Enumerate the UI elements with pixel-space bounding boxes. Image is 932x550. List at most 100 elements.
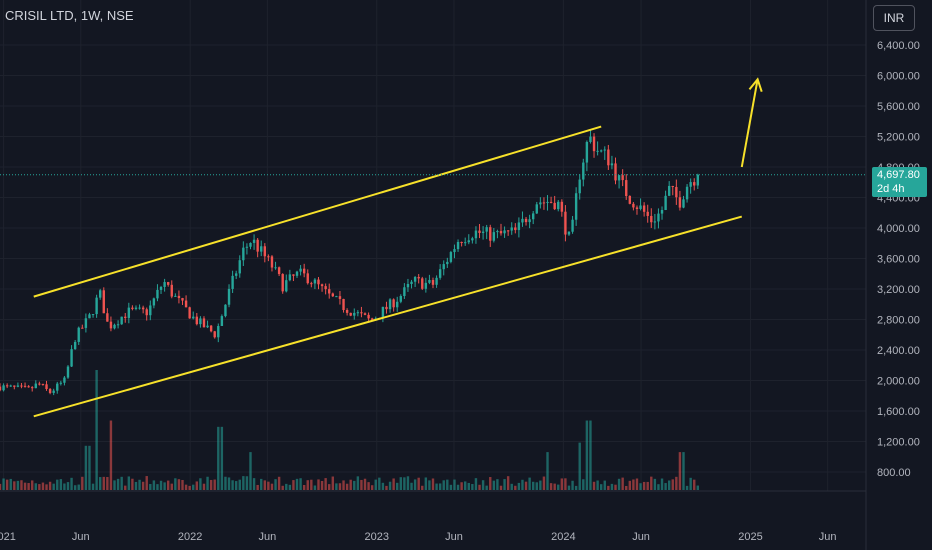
candle-body <box>242 247 245 261</box>
candle-body <box>542 202 546 204</box>
candle-body <box>48 389 52 393</box>
volume-bar <box>517 482 521 490</box>
time-tick-label: 2025 <box>738 531 762 543</box>
candle-body <box>349 312 352 316</box>
volume-bar <box>113 480 116 490</box>
candle-body <box>338 296 342 299</box>
volume-bar <box>546 452 549 490</box>
volume-bar <box>367 482 370 490</box>
volume-bar <box>603 480 606 490</box>
candle-body <box>292 274 295 276</box>
volume-bar <box>410 482 413 490</box>
volume-bar <box>310 479 313 490</box>
volume-bar <box>192 484 195 490</box>
volume-bar <box>689 477 692 490</box>
price-tick-label: 2,800.00 <box>877 315 920 327</box>
volume-bar <box>446 479 449 490</box>
volume-bar <box>356 476 360 490</box>
volume-bar <box>464 481 467 490</box>
candle-body <box>20 385 23 387</box>
candle-body <box>195 316 199 325</box>
volume-bar <box>238 479 241 490</box>
volume-bar <box>5 479 9 490</box>
volume-bar <box>56 479 59 490</box>
volume-bar <box>281 485 284 490</box>
volume-bar <box>231 480 234 490</box>
volume-bar <box>324 478 327 490</box>
volume-bar <box>163 482 166 490</box>
volume-bar <box>442 480 445 490</box>
volume-bar <box>149 484 152 490</box>
candle-body <box>353 312 356 316</box>
volume-bar <box>98 477 102 490</box>
candle-body <box>646 211 649 216</box>
volume-bar <box>116 478 120 490</box>
volume-bar <box>349 479 352 490</box>
volume-bar <box>664 483 667 490</box>
volume-bar <box>388 481 392 490</box>
volume-bar <box>188 485 191 490</box>
candle-body <box>467 240 470 243</box>
candle-body <box>435 277 438 285</box>
volume-bar <box>424 477 428 490</box>
time-tick-label: 2021 <box>0 531 16 543</box>
candle-body <box>489 227 492 241</box>
volume-bar <box>381 482 385 490</box>
volume-bar <box>156 484 159 490</box>
trend-channel[interactable] <box>33 77 763 418</box>
candle-body <box>31 387 34 389</box>
candle-body <box>202 318 206 328</box>
volume-bar <box>599 484 603 490</box>
candle-body <box>603 149 606 151</box>
volume-bar <box>249 452 252 490</box>
candle-body <box>95 297 98 315</box>
time-axis[interactable]: 2021 Jun 2022 Jun 2023 Jun 2024 Jun 2025 Jun <box>0 531 837 543</box>
candle-body <box>192 316 195 319</box>
volume-bar <box>428 480 431 490</box>
volume-bar <box>578 442 581 490</box>
volume-bar <box>267 481 270 490</box>
candle-body <box>503 230 506 234</box>
volume-bar <box>302 484 306 490</box>
volume-bar <box>650 476 653 490</box>
volume-bar <box>456 484 460 490</box>
candle-body <box>267 256 270 258</box>
volume-bar <box>514 485 517 490</box>
candle-body <box>478 230 481 233</box>
candle-body <box>302 268 306 274</box>
time-tick-label: Jun <box>819 531 837 543</box>
time-tick-label: 2022 <box>178 531 202 543</box>
candle-body <box>396 301 399 308</box>
price-axis[interactable]: 6,400.006,000.005,600.005,200.004,800.00… <box>877 40 920 479</box>
candle-body <box>464 242 467 244</box>
candle-body <box>356 312 360 314</box>
candle-body <box>34 383 37 389</box>
candle-body <box>177 295 181 299</box>
volume-bar <box>141 481 145 490</box>
candle-body <box>2 385 5 391</box>
candle-body <box>163 282 166 287</box>
candle-body <box>0 386 2 391</box>
volume-bar <box>653 478 657 490</box>
candle-body <box>671 185 674 187</box>
candle-body <box>345 310 349 313</box>
candle-body <box>13 385 16 387</box>
candle-body <box>531 213 535 220</box>
volume-bar <box>127 476 131 490</box>
volume-bar <box>84 445 88 490</box>
candle-body <box>313 279 317 284</box>
candle-body <box>66 366 70 378</box>
currency-button[interactable]: INR <box>873 5 915 31</box>
volume-bar <box>2 478 5 490</box>
volume-bar <box>38 484 41 490</box>
candle-body <box>209 325 213 332</box>
candle-body <box>77 327 80 342</box>
candle-body <box>113 324 116 329</box>
volume-bar <box>213 479 216 490</box>
candle-body <box>231 275 234 289</box>
volume-bar <box>582 479 585 490</box>
candle-body <box>517 222 521 231</box>
candle-body <box>524 218 528 223</box>
candle-body <box>331 293 335 297</box>
